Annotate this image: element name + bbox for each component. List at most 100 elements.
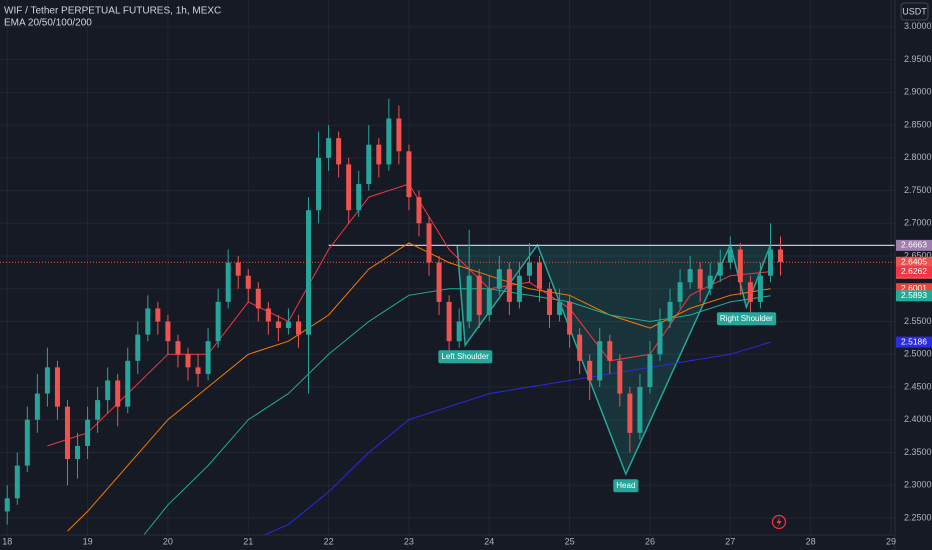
candle-body [135, 334, 141, 361]
candle-body [637, 387, 643, 433]
candle-body [506, 269, 512, 302]
candle-body [617, 360, 623, 394]
y-tick-label: 2.2500 [904, 512, 932, 522]
candle-body [657, 321, 663, 355]
candle-body [54, 367, 60, 407]
price-label-box [896, 283, 932, 295]
candle-body [577, 334, 583, 361]
candle-body [727, 249, 733, 263]
candle-body [75, 445, 81, 460]
candle-body [64, 406, 70, 460]
price-label-box [896, 336, 932, 348]
candle-body [195, 367, 201, 374]
plot-area [0, 98, 895, 535]
candle-body [466, 275, 472, 322]
candle-body [34, 393, 40, 420]
candle-body [14, 465, 20, 499]
candle-body [476, 275, 482, 315]
candle-body [557, 301, 563, 315]
alert-icon[interactable] [771, 514, 787, 530]
pattern-label: Left Shoulder [441, 352, 489, 361]
candle-body [406, 151, 412, 198]
price-label: 2.6001 [901, 283, 927, 293]
price-label: 2.6663 [901, 240, 927, 250]
x-tick-label: 26 [645, 536, 655, 546]
pattern-label-box [613, 479, 639, 493]
pattern-label: Right Shoulder [720, 314, 773, 323]
candle-body [456, 321, 462, 342]
candle-body [225, 262, 231, 302]
currency-button[interactable] [900, 2, 929, 21]
candle-body [346, 164, 352, 211]
candle-body [757, 275, 763, 302]
x-tick-label: 24 [484, 536, 494, 546]
candle-body [547, 288, 553, 315]
candle-body [4, 498, 10, 512]
candle-body [376, 144, 382, 165]
pattern-label: Head [616, 481, 635, 490]
candle-body [526, 262, 532, 276]
y-tick-label: 2.8000 [904, 152, 932, 162]
x-tick-label: 20 [163, 536, 173, 546]
candle-body [396, 118, 402, 152]
y-tick-label: 2.9500 [904, 54, 932, 64]
candle-body [44, 367, 50, 394]
y-tick-label: 2.4000 [904, 414, 932, 424]
ema-line [143, 288, 771, 535]
ema-line [264, 341, 771, 535]
candle-body [627, 393, 633, 433]
candle-body [516, 275, 522, 302]
candle-body [316, 157, 322, 211]
candle-body [587, 360, 593, 381]
candle-body [647, 354, 653, 388]
y-tick-label: 3.0000 [904, 21, 932, 31]
y-tick-label: 2.6500 [904, 250, 932, 260]
candle-body [496, 269, 502, 289]
candle-body [165, 321, 171, 342]
candle-body [185, 354, 191, 368]
price-label: 2.5186 [901, 336, 927, 346]
candle-body [747, 282, 753, 302]
price-label: 2.6405 [901, 257, 927, 267]
x-tick-label: 22 [324, 536, 334, 546]
x-tick-label: 23 [404, 536, 414, 546]
candle-body [486, 288, 492, 315]
x-tick-label: 21 [243, 536, 253, 546]
price-label: 2.5893 [901, 290, 927, 300]
candle-body [265, 308, 271, 322]
price-label-box [896, 266, 932, 278]
candle-body [597, 341, 603, 381]
candle-body [536, 262, 542, 289]
pattern-label-box [716, 312, 777, 326]
y-tick-label: 2.5000 [904, 349, 932, 359]
pattern-line [456, 242, 772, 477]
candle-body [436, 262, 442, 302]
x-tick-label: 25 [565, 536, 575, 546]
chart-title: WIF / Tether PERPETUAL FUTURES, 1h, MEXC [4, 6, 221, 17]
candle-body [175, 341, 181, 355]
candle-body [687, 269, 693, 283]
y-tick-label: 2.9000 [904, 87, 932, 97]
candle-body [386, 118, 392, 165]
candle-body [426, 223, 432, 263]
y-tick-label: 2.3000 [904, 480, 932, 490]
x-tick-label: 18 [2, 536, 12, 546]
candle-body [285, 321, 291, 329]
price-label-box [896, 290, 932, 302]
candle-body [707, 275, 713, 289]
candle-body [677, 282, 683, 302]
candle-body [295, 321, 301, 335]
candle-body [125, 360, 131, 407]
candle-body [778, 249, 784, 263]
candle-body [326, 138, 332, 158]
candle-body [717, 262, 723, 276]
y-tick-label: 2.4500 [904, 381, 932, 391]
price-label: 2.6262 [901, 266, 927, 276]
candle-body [145, 308, 151, 335]
currency-label[interactable]: USDT [902, 6, 927, 16]
candle-body [245, 275, 251, 289]
y-tick-label: 2.7000 [904, 218, 932, 228]
x-tick-label: 27 [725, 536, 735, 546]
